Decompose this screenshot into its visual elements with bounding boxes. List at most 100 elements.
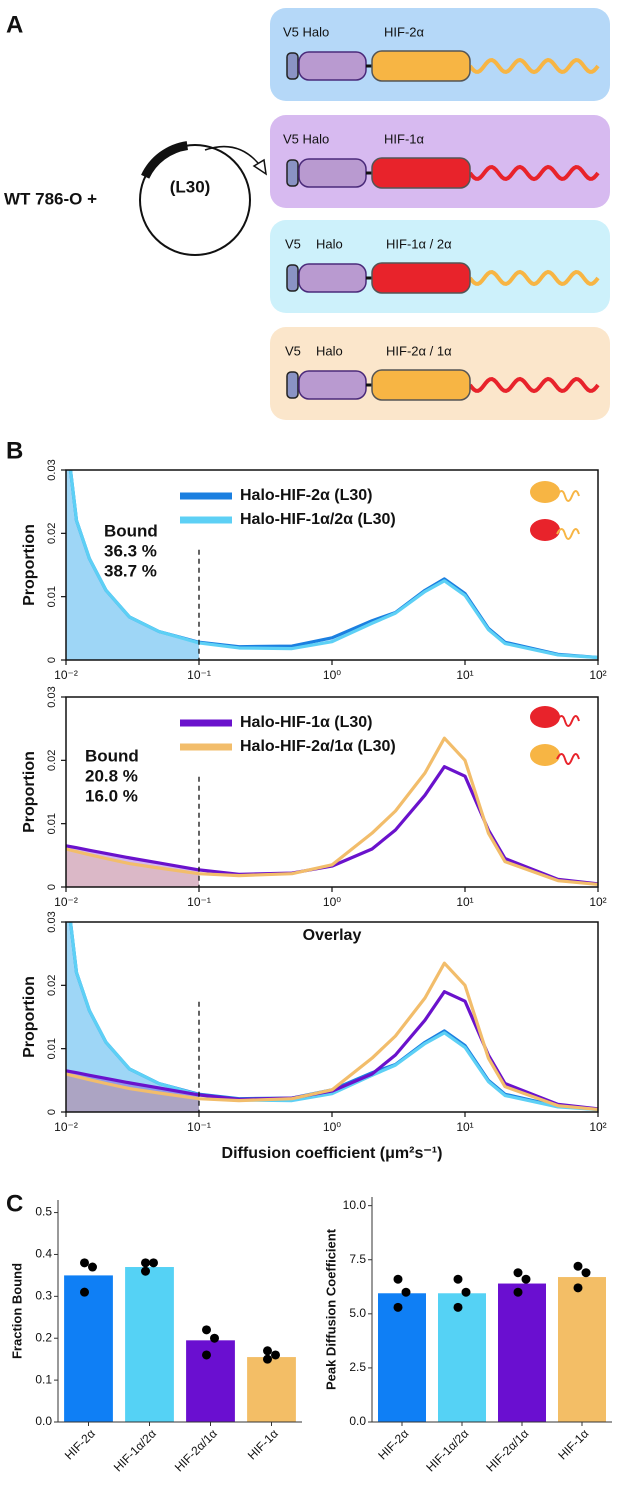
construct-label: Halo bbox=[316, 343, 343, 358]
hif-domain bbox=[371, 369, 471, 401]
protein-icon bbox=[530, 706, 560, 728]
y-axis-label: Proportion bbox=[21, 751, 38, 833]
replicate-point bbox=[202, 1350, 211, 1360]
replicate-point bbox=[521, 1274, 531, 1284]
annotation: 16.0 % bbox=[85, 786, 138, 805]
v5-tag bbox=[286, 159, 299, 187]
hif-domain bbox=[371, 262, 471, 294]
x-tick-label: 10⁰ bbox=[323, 1120, 341, 1134]
protein-icon bbox=[530, 519, 560, 541]
chart-title: Overlay bbox=[303, 927, 362, 944]
x-tick-label: HIF-1α bbox=[245, 1426, 281, 1462]
x-tick-label: HIF-2α bbox=[375, 1426, 411, 1462]
y-tick-label: 0.03 bbox=[46, 459, 58, 480]
construct-label: V5 Halo bbox=[283, 24, 329, 39]
x-tick-label: 10⁻¹ bbox=[187, 895, 211, 909]
x-tick-label: 10² bbox=[589, 895, 606, 909]
construct-label: V5 bbox=[285, 343, 301, 358]
replicate-point bbox=[393, 1302, 403, 1312]
v5-tag bbox=[286, 264, 299, 292]
y-tick-label: 0.03 bbox=[46, 911, 58, 932]
y-tick-label: 0.5 bbox=[35, 1205, 52, 1219]
x-tick-label: 10⁻² bbox=[54, 895, 78, 909]
bar bbox=[186, 1340, 235, 1422]
legend-label: Halo-HIF-2α/1α (L30) bbox=[240, 738, 396, 755]
x-tick-label: 10⁻¹ bbox=[187, 668, 211, 682]
replicate-point bbox=[141, 1258, 150, 1268]
plasmid-arrow bbox=[204, 145, 263, 169]
y-tick-label: 5.0 bbox=[349, 1306, 366, 1320]
replicate-point bbox=[202, 1325, 211, 1335]
series-line bbox=[66, 961, 598, 1112]
y-tick-label: 0.03 bbox=[46, 686, 58, 707]
series-line bbox=[68, 470, 598, 660]
annotation: 36.3 % bbox=[104, 541, 157, 560]
replicate-point bbox=[80, 1287, 89, 1297]
y-tick-label: 0.02 bbox=[46, 523, 58, 544]
annotation: 20.8 % bbox=[85, 766, 138, 785]
tail bbox=[468, 376, 600, 394]
plot-area bbox=[66, 736, 598, 887]
y-axis-label: Proportion bbox=[21, 524, 38, 606]
annotation: Bound bbox=[85, 746, 139, 765]
series-line bbox=[68, 922, 598, 1112]
bound-shade bbox=[66, 922, 199, 1112]
construct-label: Halo bbox=[316, 236, 343, 251]
construct-label: HIF-1α bbox=[384, 131, 425, 146]
bar bbox=[378, 1293, 426, 1422]
hif-domain bbox=[371, 50, 471, 82]
y-axis-label: Fraction Bound bbox=[9, 1263, 24, 1359]
construct-label: HIF-2α / 1α bbox=[386, 343, 452, 358]
x-tick-label: 10⁻² bbox=[54, 668, 78, 682]
replicate-point bbox=[513, 1287, 523, 1297]
tail bbox=[468, 57, 600, 75]
plasmid-arrowhead bbox=[252, 158, 267, 176]
replicate-point bbox=[271, 1350, 280, 1360]
protein-icon-tail bbox=[556, 753, 580, 765]
x-tick-label: HIF-1α/2α bbox=[423, 1426, 471, 1474]
replicate-point bbox=[573, 1283, 583, 1293]
x-tick-label: 10¹ bbox=[456, 668, 473, 682]
bar bbox=[125, 1267, 174, 1422]
protein-icon bbox=[530, 744, 560, 766]
plasmid-label: (L30) bbox=[170, 177, 211, 196]
x-tick-label: 10² bbox=[589, 668, 606, 682]
x-tick-label: 10¹ bbox=[456, 1120, 473, 1134]
protein-icon-tail bbox=[556, 490, 580, 502]
construct-label: V5 bbox=[285, 236, 301, 251]
construct-label: HIF-1α / 2α bbox=[386, 236, 452, 251]
x-tick-label: 10¹ bbox=[456, 895, 473, 909]
y-tick-label: 0.4 bbox=[35, 1247, 52, 1261]
construct-label: HIF-2α bbox=[384, 24, 425, 39]
y-tick-label: 0.02 bbox=[46, 750, 58, 771]
y-tick-label: 0.01 bbox=[46, 1038, 58, 1059]
y-tick-label: 0.2 bbox=[35, 1330, 52, 1344]
bar bbox=[438, 1293, 486, 1422]
x-tick-label: HIF-1α bbox=[555, 1426, 591, 1462]
halo-domain bbox=[298, 370, 367, 400]
replicate-point bbox=[80, 1258, 89, 1268]
y-tick-label: 0.01 bbox=[46, 586, 58, 607]
x-tick-label: 10⁰ bbox=[323, 895, 341, 909]
y-tick-label: 7.5 bbox=[349, 1252, 366, 1266]
y-tick-label: 0.0 bbox=[35, 1414, 52, 1428]
x-tick-label: HIF-1α/2α bbox=[111, 1426, 159, 1474]
tail bbox=[468, 269, 600, 287]
panel-label: A bbox=[6, 11, 23, 38]
x-tick-label: HIF-2α bbox=[62, 1426, 98, 1462]
legend-label: Halo-HIF-2α (L30) bbox=[240, 487, 373, 504]
replicate-point bbox=[263, 1354, 272, 1364]
x-tick-label: HIF-2α/1α bbox=[172, 1426, 220, 1474]
panel-label: B bbox=[6, 437, 23, 464]
replicate-point bbox=[573, 1261, 583, 1271]
x-tick-label: HIF-2α/1α bbox=[483, 1426, 531, 1474]
halo-domain bbox=[298, 51, 367, 81]
replicate-point bbox=[88, 1262, 97, 1272]
bar bbox=[64, 1275, 113, 1422]
replicate-point bbox=[393, 1274, 403, 1284]
plot-area bbox=[66, 922, 598, 1112]
y-tick-label: 0.01 bbox=[46, 813, 58, 834]
plot-frame bbox=[65, 696, 599, 888]
x-tick-label: 10⁻¹ bbox=[187, 1120, 211, 1134]
replicate-point bbox=[141, 1266, 150, 1276]
